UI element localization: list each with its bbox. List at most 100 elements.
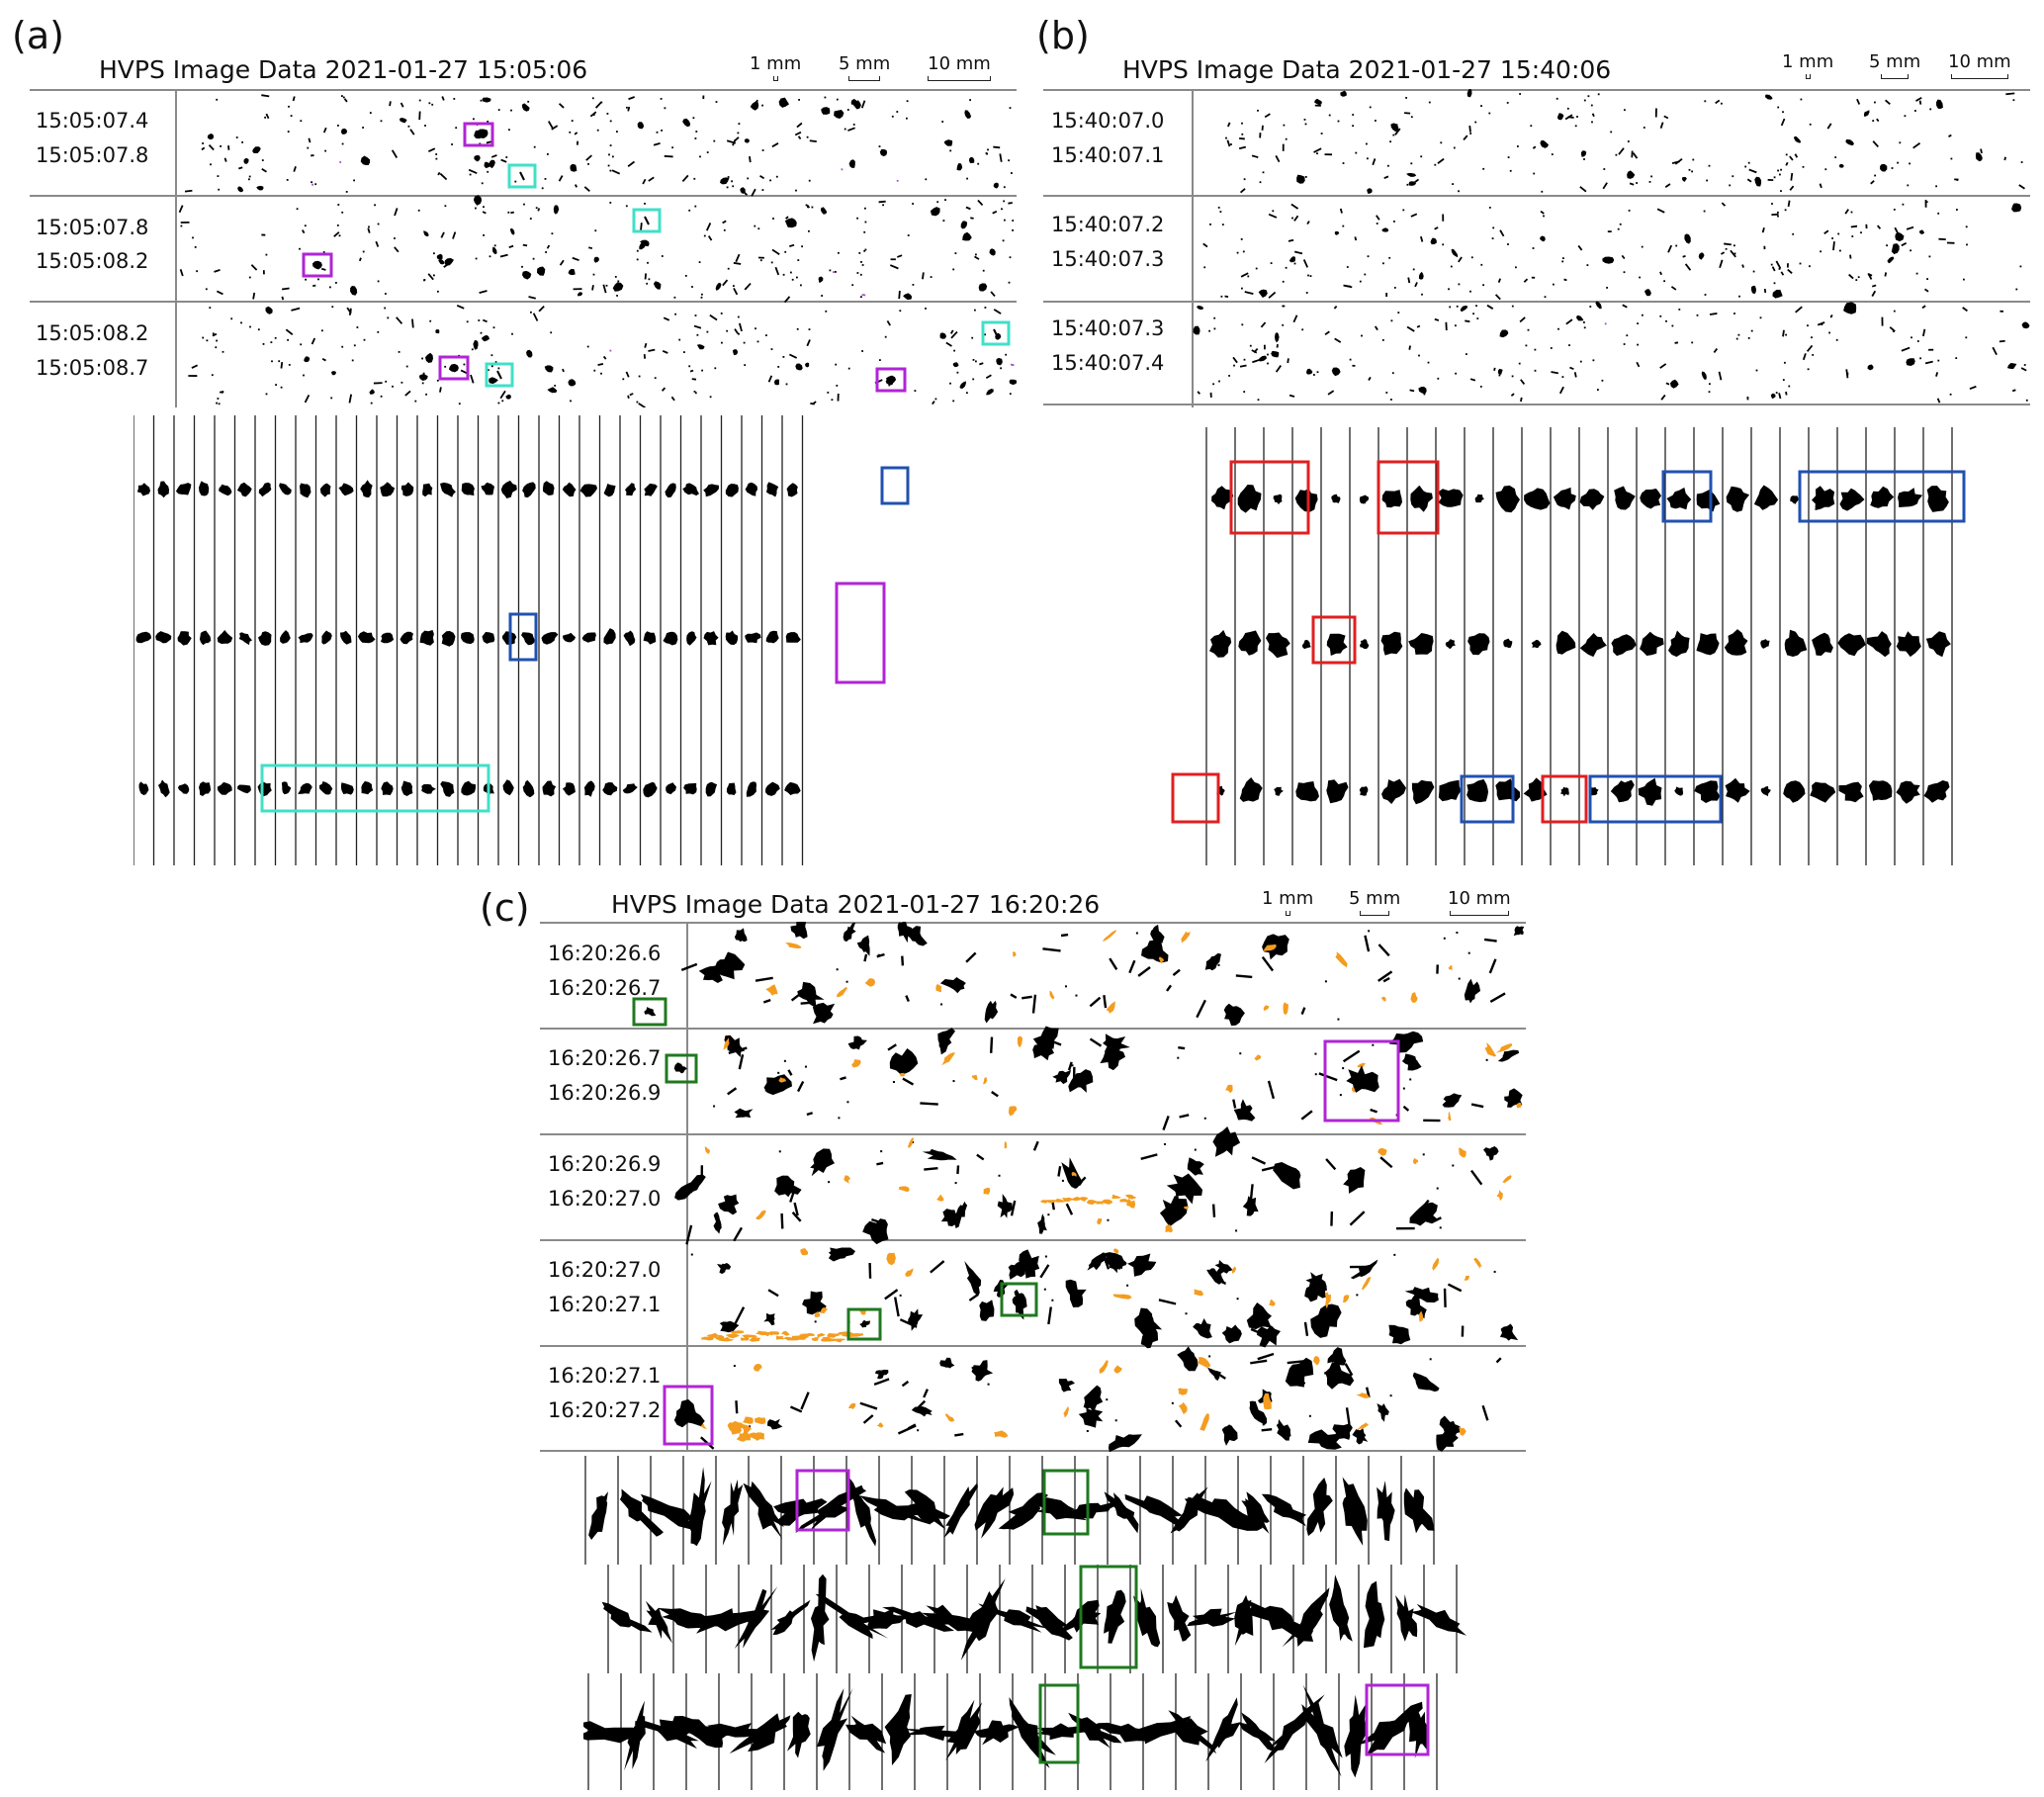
particle-image [1906,225,1914,230]
particle-image [400,631,413,645]
particle-image [1468,125,1471,133]
particle-image [1328,114,1331,117]
particle-image [1904,115,1907,118]
particle-image [1519,316,1526,323]
particle-image [545,251,547,253]
particle-image [1780,168,1782,171]
particle-image [1377,943,1390,957]
particle-image [1429,1358,1432,1361]
particle-image [1231,1266,1237,1274]
particle-image [602,782,618,796]
particle-image [777,1071,780,1074]
particle-image [606,113,609,115]
particle-image [972,359,975,361]
particle-image [978,1603,1050,1633]
particle-image [661,130,663,132]
particle-image [1392,134,1395,136]
particle-image [1168,1710,1217,1754]
particle-image [1141,939,1169,963]
particle-image [1642,314,1644,316]
particle-image [617,280,620,283]
particle-image [727,176,730,178]
particle-image [694,392,697,395]
particle-image [864,221,867,224]
particle-image [258,631,272,646]
particle-image [1304,123,1307,126]
particle-image [1719,259,1724,269]
row-time-end: 15:40:07.1 [1051,143,1165,167]
particle-image [1202,242,1208,248]
particle-image [1838,163,1844,168]
particle-image [343,98,348,103]
particle-image [1771,203,1773,205]
particle-image [1108,1434,1142,1452]
particle-image [1389,140,1391,143]
particle-image [703,234,706,237]
particle-image [490,154,497,158]
particle-image [1283,1002,1289,1016]
particle-image [317,278,319,281]
particle-image [1506,102,1509,104]
particle-image [360,480,373,497]
particle-image [1897,161,1899,164]
particle-image [287,131,290,133]
particle-image [769,179,771,182]
particle-image [1893,310,1896,313]
particle-image [1418,354,1420,357]
particle-image [280,630,291,644]
particle-image [345,191,348,193]
particle-image [738,332,740,335]
particle-image [240,321,242,324]
particle-image [983,1187,991,1195]
particle-image [404,390,411,397]
particle-image [1564,114,1573,121]
particle-image [256,185,264,191]
particle-image [1449,306,1452,309]
particle-image [688,209,691,212]
particle-image [1601,379,1604,382]
row-time-end: 16:20:26.9 [548,1081,662,1105]
particle-image [862,1218,889,1245]
particle-image [473,340,479,350]
particle-image [1448,965,1453,971]
particle-image [1178,1401,1188,1414]
particle-image [1256,1325,1281,1348]
particle-image [917,1429,920,1432]
panel-c-letter: (c) [480,886,530,930]
particle-image [889,264,899,270]
particle-image [1355,151,1358,154]
particle-image [893,1297,900,1317]
particle-image [876,952,885,958]
particle-image [1583,99,1586,102]
particle-image [489,255,491,258]
particle-image [863,249,866,252]
particle-image [601,1601,653,1633]
particle-image [694,137,697,139]
particle-image [1704,100,1707,103]
particle-image [1238,1712,1277,1752]
particle-image [847,1475,877,1547]
particle-image [1902,203,1905,206]
particle-image [330,397,333,400]
particle-image [1078,1407,1104,1428]
particle-image [937,1028,955,1055]
particle-image [1382,976,1390,983]
particle-image [1541,190,1544,193]
particle-image [1885,99,1891,106]
particle-image [1640,631,1664,656]
particle-image [1747,161,1750,164]
particle-image [707,235,713,241]
particle-image [777,366,780,368]
particle-image [1806,344,1814,352]
particle-image [482,318,488,323]
particle-image [789,243,795,247]
particle-image [578,292,583,297]
particle-image [806,1112,814,1117]
particle-image [763,1312,775,1326]
particle-image [784,781,801,795]
particle-image [474,155,481,162]
highlight-box [1079,1565,1138,1669]
particle-image [1495,1357,1502,1364]
panel-b-title: HVPS Image Data 2021-01-27 15:40:06 [1122,55,1612,84]
particle-image [876,1161,884,1166]
